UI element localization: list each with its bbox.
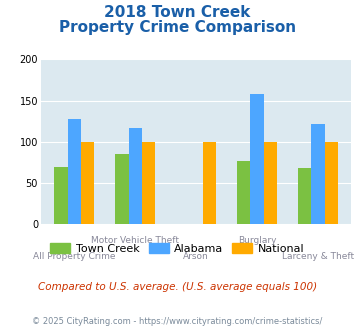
Text: Larceny & Theft: Larceny & Theft (282, 252, 354, 261)
Text: Compared to U.S. average. (U.S. average equals 100): Compared to U.S. average. (U.S. average … (38, 282, 317, 292)
Bar (264, 142, 277, 224)
Text: All Property Crime: All Property Crime (33, 252, 116, 261)
Text: © 2025 CityRating.com - https://www.cityrating.com/crime-statistics/: © 2025 CityRating.com - https://www.city… (32, 317, 323, 326)
Bar (311, 124, 325, 224)
Bar (237, 161, 250, 224)
Bar (54, 167, 67, 224)
Bar (325, 142, 338, 224)
Text: 2018 Town Creek: 2018 Town Creek (104, 5, 251, 20)
Bar (129, 128, 142, 224)
Text: Arson: Arson (183, 252, 209, 261)
Bar (67, 119, 81, 224)
Bar (298, 168, 311, 224)
Text: Property Crime Comparison: Property Crime Comparison (59, 20, 296, 35)
Bar (250, 94, 264, 224)
Text: Motor Vehicle Theft: Motor Vehicle Theft (91, 236, 179, 245)
Bar (81, 142, 94, 224)
Text: Burglary: Burglary (238, 236, 276, 245)
Bar (115, 154, 129, 224)
Bar (142, 142, 155, 224)
Bar (203, 142, 216, 224)
Legend: Town Creek, Alabama, National: Town Creek, Alabama, National (46, 239, 309, 258)
